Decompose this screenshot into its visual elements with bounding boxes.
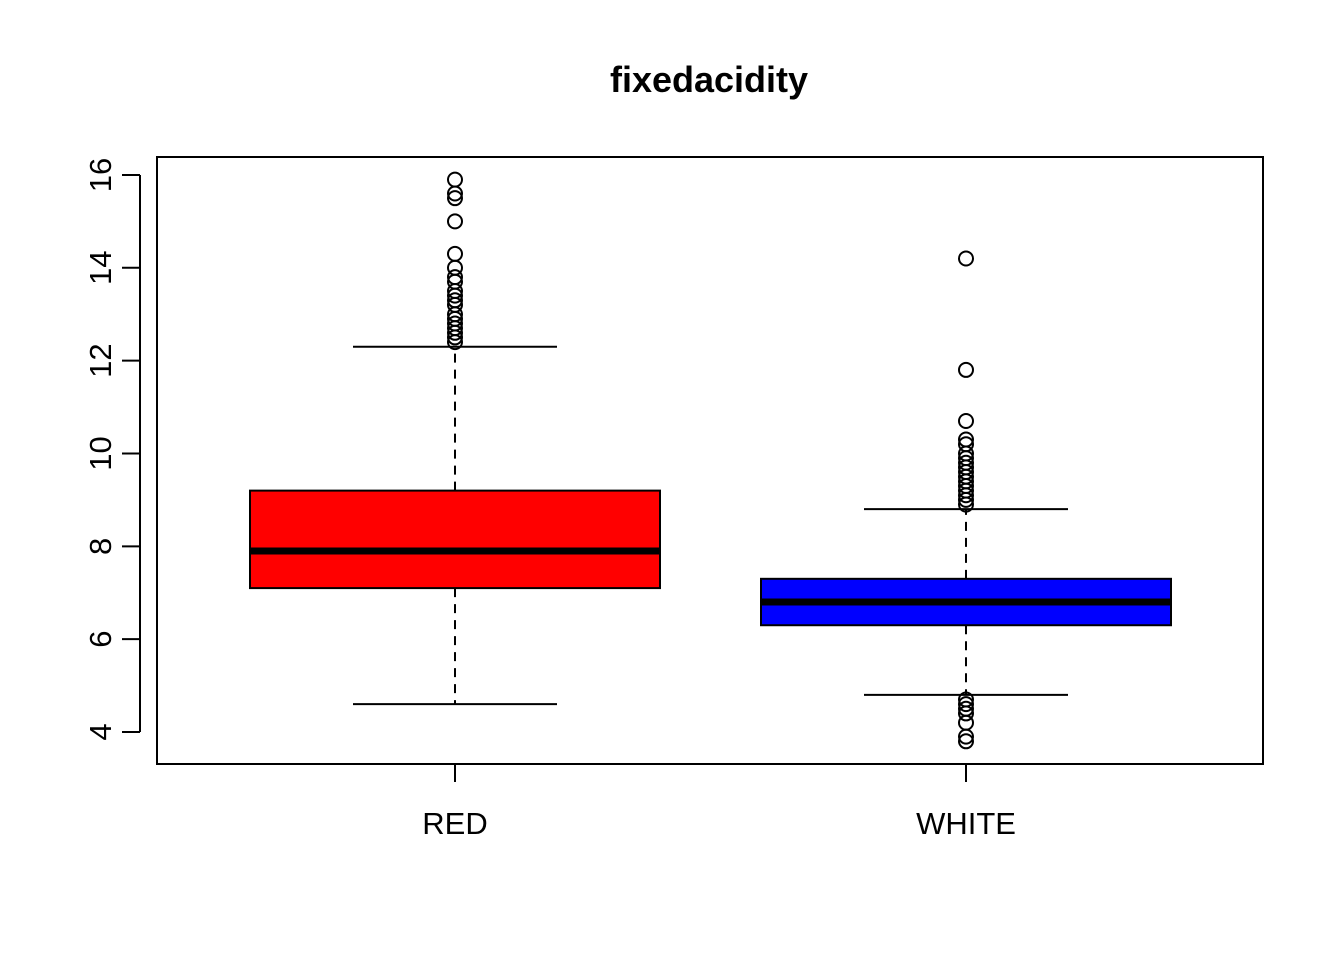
outlier-point — [958, 250, 974, 267]
outlier-point — [958, 733, 974, 750]
outlier-point — [958, 431, 974, 448]
outlier-point — [447, 245, 463, 262]
outlier-point — [958, 700, 974, 717]
y-tick-label: 16 — [83, 158, 118, 192]
y-tick-label: 4 — [83, 723, 118, 740]
box-series — [249, 171, 1172, 750]
y-axis: 4 6 8 10 12 14 16 — [83, 158, 141, 741]
iqr-box — [249, 489, 661, 590]
outlier-point — [958, 691, 974, 708]
outlier-point — [447, 292, 463, 309]
outlier-point — [447, 269, 463, 286]
outlier-point — [958, 454, 974, 471]
x-tick-label-red: RED — [422, 806, 487, 841]
outlier-point — [447, 190, 463, 207]
outlier-point — [958, 412, 974, 429]
outlier-point — [958, 436, 974, 453]
chart-title: fixedacidity — [610, 59, 808, 100]
outlier-point — [447, 171, 463, 188]
x-tick-label-white: WHITE — [916, 806, 1016, 841]
box-group-red — [249, 171, 661, 706]
outlier-point — [958, 696, 974, 713]
y-tick-label: 12 — [83, 343, 118, 377]
outlier-point — [958, 361, 974, 378]
y-tick-label: 14 — [83, 251, 118, 285]
outlier-point — [447, 315, 463, 332]
x-axis: RED WHITE — [422, 764, 1016, 841]
box-group-white — [760, 250, 1172, 750]
plot-frame — [156, 156, 1264, 765]
y-tick-label: 6 — [83, 631, 118, 648]
outlier-point — [447, 213, 463, 230]
y-tick-label: 10 — [83, 436, 118, 470]
outlier-point — [447, 259, 463, 276]
y-tick-label: 8 — [83, 538, 118, 555]
